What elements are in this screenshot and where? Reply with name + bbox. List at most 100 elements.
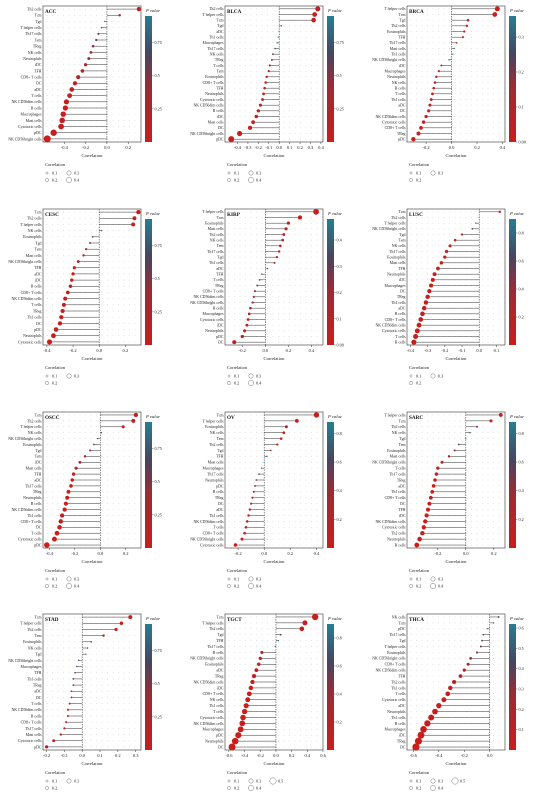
- y-tick-label: Tcm: [399, 419, 406, 423]
- lollipop-point: [278, 37, 279, 38]
- lollipop-point: [429, 496, 433, 500]
- lollipop-point: [434, 81, 437, 84]
- x-axis-label: Correlation: [264, 761, 286, 766]
- y-tick-label: TFH: [398, 267, 406, 271]
- lollipop-point: [71, 478, 74, 481]
- lollipop-point: [272, 53, 274, 55]
- lollipop-point: [279, 31, 280, 32]
- y-tick-label: Cytotoxic cells: [18, 125, 42, 129]
- x-tick-label: 0.4: [318, 145, 324, 150]
- y-tick-label: B cells: [31, 285, 42, 289]
- y-tick-label: Tem: [35, 248, 42, 252]
- y-tick-label: DC: [400, 290, 406, 294]
- lollipop-point: [247, 514, 249, 516]
- y-tick-label: aDC: [34, 88, 42, 92]
- y-tick-label: DC: [36, 696, 42, 700]
- colorbar: [145, 422, 152, 548]
- y-tick-label: Tem: [35, 455, 42, 459]
- y-tick-label: TReg: [33, 309, 42, 313]
- chart-title: LUSC: [409, 212, 423, 218]
- lollipop-point: [241, 335, 244, 338]
- size-legend-label: 0.2: [416, 584, 421, 589]
- lollipop-point: [45, 745, 48, 748]
- lollipop-point: [279, 245, 282, 248]
- colorbar: [509, 624, 516, 750]
- lollipop-point: [101, 432, 102, 433]
- y-tick-label: DC: [218, 745, 224, 749]
- y-tick-label: Th17 cells: [389, 472, 406, 476]
- lollipop-point: [89, 242, 91, 244]
- colorbar-title: P value: [327, 616, 342, 621]
- y-tick-label: Cytotoxic cells: [382, 121, 406, 125]
- lollipop-point: [85, 653, 86, 654]
- lollipop-point: [249, 686, 254, 691]
- lollipop-point: [237, 131, 242, 136]
- lollipop-point: [247, 318, 250, 321]
- lollipop-point: [44, 542, 50, 548]
- lollipop-point: [433, 272, 437, 276]
- plot-frame: [43, 209, 141, 345]
- lollipop-point: [63, 297, 67, 301]
- lollipop-point: [448, 686, 452, 690]
- y-tick-label: iDC: [399, 278, 406, 282]
- lollipop-point: [479, 217, 480, 218]
- size-legend-circle: [67, 577, 71, 581]
- lollipop-point: [239, 721, 245, 727]
- y-tick-label: Neutrophils: [205, 740, 224, 744]
- size-legend-label: 0.1: [234, 374, 239, 379]
- size-legend-circle: [410, 375, 412, 377]
- size-legend-circle: [249, 577, 253, 581]
- lollipop-point: [52, 537, 57, 542]
- y-tick-label: TFH: [216, 639, 224, 643]
- lollipop-point: [282, 431, 285, 434]
- colorbar-tick-label: 0.5: [155, 681, 160, 686]
- lollipop-point: [90, 51, 93, 54]
- x-tick-label: -0.4: [435, 753, 443, 758]
- x-tick-label: -0.4: [407, 348, 415, 353]
- lollipop-point: [57, 525, 62, 530]
- size-legend-label: 0.2: [234, 584, 239, 589]
- y-tick-label: Neutrophils: [205, 329, 224, 333]
- y-tick-label: Macrophages: [385, 284, 406, 288]
- colorbar-tick-label: 0.8: [519, 431, 524, 436]
- lollipop-point: [253, 296, 255, 298]
- y-tick-label: DC: [218, 502, 224, 506]
- lollipop-point: [61, 111, 66, 116]
- y-tick-label: T helper cells: [384, 222, 406, 226]
- lollipop-point: [52, 739, 55, 742]
- lollipop-point: [424, 720, 430, 726]
- lollipop-point: [131, 223, 135, 227]
- y-tick-label: Macrophages: [203, 728, 224, 732]
- lollipop-point: [469, 657, 472, 660]
- lollipop-point: [78, 660, 79, 661]
- y-tick-label: TFH: [34, 69, 42, 73]
- y-tick-label: NK CD56bright cells: [372, 58, 406, 62]
- y-tick-label: TFH: [216, 87, 224, 91]
- y-tick-label: B cells: [31, 714, 42, 718]
- lollipop-point: [264, 81, 267, 84]
- lollipop-point: [261, 98, 264, 101]
- x-axis-label: Correlation: [264, 356, 286, 361]
- lollipop-point: [82, 254, 84, 256]
- x-axis-label: Correlation: [82, 761, 104, 766]
- lollipop-point: [76, 666, 78, 668]
- y-tick-label: DC: [400, 109, 406, 113]
- lollipop-point: [264, 462, 265, 463]
- lollipop-point: [65, 721, 67, 723]
- lollipop-point: [249, 508, 251, 510]
- lollipop-point: [467, 663, 470, 666]
- size-legend-title: Correlation: [409, 162, 430, 167]
- y-tick-label: Tgd: [35, 653, 41, 657]
- x-tick-label: 0.0: [96, 348, 102, 353]
- colorbar-tick-label: 0.5: [519, 646, 524, 651]
- lollipop-point: [274, 48, 276, 50]
- size-legend-label: 0.1: [416, 779, 421, 784]
- lollipop-point: [71, 272, 74, 275]
- x-tick-label: 0.0: [463, 551, 469, 556]
- y-tick-label: DC: [400, 745, 406, 749]
- lollipop-point: [254, 485, 256, 487]
- colorbar-title: P value: [145, 414, 160, 419]
